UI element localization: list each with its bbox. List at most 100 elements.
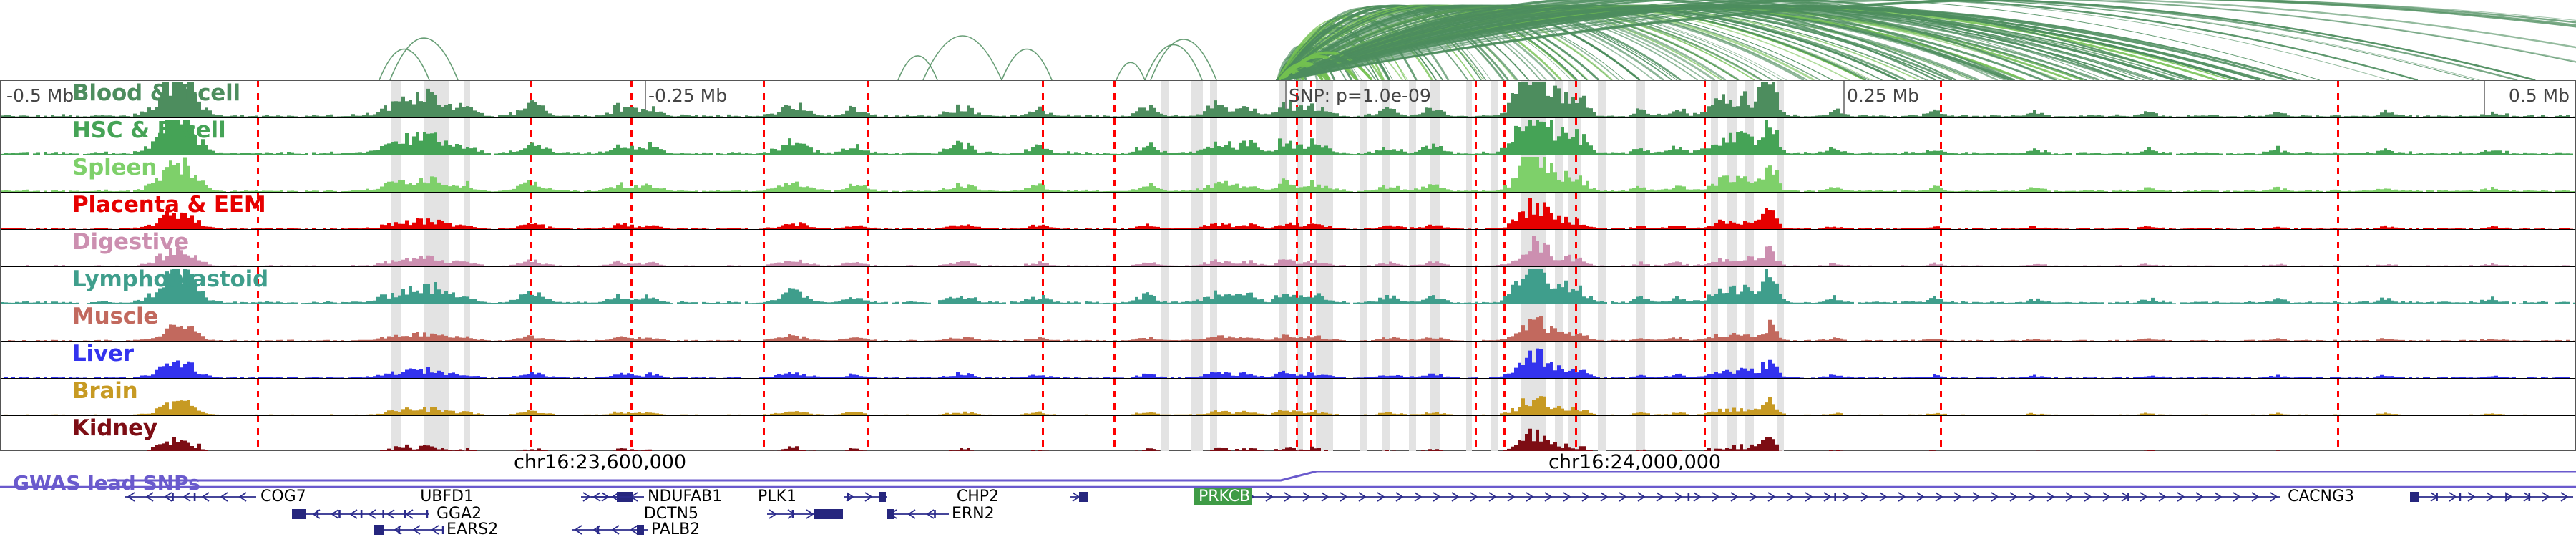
gwas-snp-line[interactable] [1704, 342, 1706, 378]
gwas-snp-line[interactable] [1503, 416, 1506, 453]
gwas-snp-line[interactable] [1113, 230, 1116, 266]
gwas-snp-line[interactable] [1475, 193, 1477, 229]
gwas-snp-line[interactable] [630, 230, 633, 266]
gwas-snp-line[interactable] [630, 304, 633, 341]
gwas-snp-line[interactable] [1503, 342, 1506, 378]
gwas-snp-line[interactable] [1296, 155, 1298, 192]
gwas-snp-line[interactable] [1575, 304, 1577, 341]
gwas-snp-line[interactable] [867, 230, 869, 266]
gwas-snp-line[interactable] [867, 304, 869, 341]
gwas-snp-line[interactable] [630, 118, 633, 155]
gwas-snp-line[interactable] [1310, 193, 1312, 229]
gwas-snp-line[interactable] [257, 379, 259, 415]
gwas-snp-line[interactable] [530, 267, 532, 304]
gwas-snp-line[interactable] [2337, 155, 2339, 192]
gene-model-dctn5[interactable]: DCTN5 [644, 505, 843, 523]
gwas-snp-line[interactable] [2337, 379, 2339, 415]
gwas-snp-line[interactable] [1475, 81, 1477, 117]
gene-label-dctn5[interactable]: DCTN5 [644, 505, 698, 523]
gwas-snp-line[interactable] [530, 342, 532, 378]
gwas-snp-line[interactable] [1704, 379, 1706, 415]
gwas-snp-line[interactable] [630, 155, 633, 192]
gwas-snp-line[interactable] [257, 304, 259, 341]
gwas-snp-line[interactable] [530, 416, 532, 453]
gwas-snp-line[interactable] [1310, 379, 1312, 415]
gwas-snp-line[interactable] [1940, 267, 1942, 304]
gwas-snp-line[interactable] [763, 267, 765, 304]
gene-model-gga2[interactable]: GGA2 [292, 505, 482, 523]
gwas-snp-line[interactable] [763, 81, 765, 117]
gwas-snp-line[interactable] [1575, 81, 1577, 117]
gwas-snp-line[interactable] [1310, 81, 1312, 117]
gwas-snp-line[interactable] [530, 155, 532, 192]
gene-model-ern2[interactable]: ERN2 [887, 505, 995, 523]
gwas-snp-line[interactable] [867, 155, 869, 192]
gwas-snp-line[interactable] [1042, 155, 1044, 192]
gwas-snp-line[interactable] [1113, 155, 1116, 192]
gwas-snp-line[interactable] [1310, 342, 1312, 378]
gwas-snp-line[interactable] [1704, 230, 1706, 266]
gwas-snp-line[interactable] [763, 193, 765, 229]
gwas-snp-line[interactable] [867, 118, 869, 155]
gene-model-cacng3[interactable]: CACNG3 [2288, 488, 2573, 505]
gene-label-cog7[interactable]: COG7 [260, 488, 306, 505]
gwas-snp-line[interactable] [1042, 230, 1044, 266]
gwas-snp-line[interactable] [1310, 118, 1312, 155]
gene-model-ndufab1[interactable]: NDUFAB1 [591, 488, 722, 505]
gwas-snp-line[interactable] [1940, 81, 1942, 117]
gwas-snp-line[interactable] [1113, 379, 1116, 415]
gwas-snp-line[interactable] [1296, 193, 1298, 229]
gene-label-prkcb[interactable]: PRKCB [1199, 488, 1250, 505]
gwas-snp-line[interactable] [1704, 118, 1706, 155]
gwas-snp-line[interactable] [867, 416, 869, 453]
gwas-snp-line[interactable] [1940, 416, 1942, 453]
gwas-snp-line[interactable] [1503, 304, 1506, 341]
gwas-snp-line[interactable] [1704, 81, 1706, 117]
gwas-snp-line[interactable] [1503, 118, 1506, 155]
gwas-snp-line[interactable] [1475, 267, 1477, 304]
gene-model-chp2[interactable]: CHP2 [957, 488, 1088, 505]
gwas-snp-line[interactable] [1475, 230, 1477, 266]
gwas-snp-line[interactable] [530, 230, 532, 266]
gwas-snp-line[interactable] [763, 416, 765, 453]
gwas-snp-line[interactable] [1940, 342, 1942, 378]
gwas-snp-line[interactable] [867, 267, 869, 304]
gwas-snp-line[interactable] [257, 81, 259, 117]
gwas-snp-line[interactable] [257, 416, 259, 453]
gene-label-palb2[interactable]: PALB2 [651, 521, 700, 537]
gwas-snp-line[interactable] [1704, 304, 1706, 341]
gwas-snp-line[interactable] [1042, 416, 1044, 453]
gwas-snp-line[interactable] [1310, 416, 1312, 453]
gwas-snp-line[interactable] [630, 81, 633, 117]
gene-label-ern2[interactable]: ERN2 [952, 505, 995, 523]
gwas-snp-line[interactable] [1296, 304, 1298, 341]
gwas-snp-line[interactable] [1296, 230, 1298, 266]
gwas-snp-line[interactable] [2337, 267, 2339, 304]
gwas-snp-line[interactable] [1704, 267, 1706, 304]
gwas-snp-line[interactable] [763, 304, 765, 341]
gwas-snp-line[interactable] [1940, 193, 1942, 229]
gwas-snp-line[interactable] [1310, 304, 1312, 341]
gwas-snp-line[interactable] [1113, 267, 1116, 304]
gwas-snp-line[interactable] [1704, 193, 1706, 229]
gene-model-plk1[interactable]: PLK1 [758, 488, 887, 505]
gwas-snp-line[interactable] [2337, 230, 2339, 266]
gene-label-gga2[interactable]: GGA2 [436, 505, 482, 523]
gwas-snp-line[interactable] [1042, 81, 1044, 117]
gwas-snp-line[interactable] [257, 155, 259, 192]
gwas-snp-line[interactable] [1296, 267, 1298, 304]
gwas-snp-line[interactable] [1575, 155, 1577, 192]
gwas-snp-line[interactable] [1503, 81, 1506, 117]
gwas-snp-line[interactable] [2337, 416, 2339, 453]
gwas-snp-line[interactable] [1113, 118, 1116, 155]
gwas-snp-line[interactable] [257, 267, 259, 304]
gwas-snp-line[interactable] [1940, 155, 1942, 192]
gwas-snp-line[interactable] [763, 230, 765, 266]
gwas-snp-line[interactable] [1113, 342, 1116, 378]
gwas-snp-line[interactable] [630, 267, 633, 304]
gene-model-ears2[interactable]: EARS2 [374, 521, 498, 537]
gwas-snp-line[interactable] [257, 342, 259, 378]
gwas-snp-line[interactable] [867, 342, 869, 378]
gwas-snp-line[interactable] [1475, 416, 1477, 453]
gwas-snp-line[interactable] [2337, 193, 2339, 229]
